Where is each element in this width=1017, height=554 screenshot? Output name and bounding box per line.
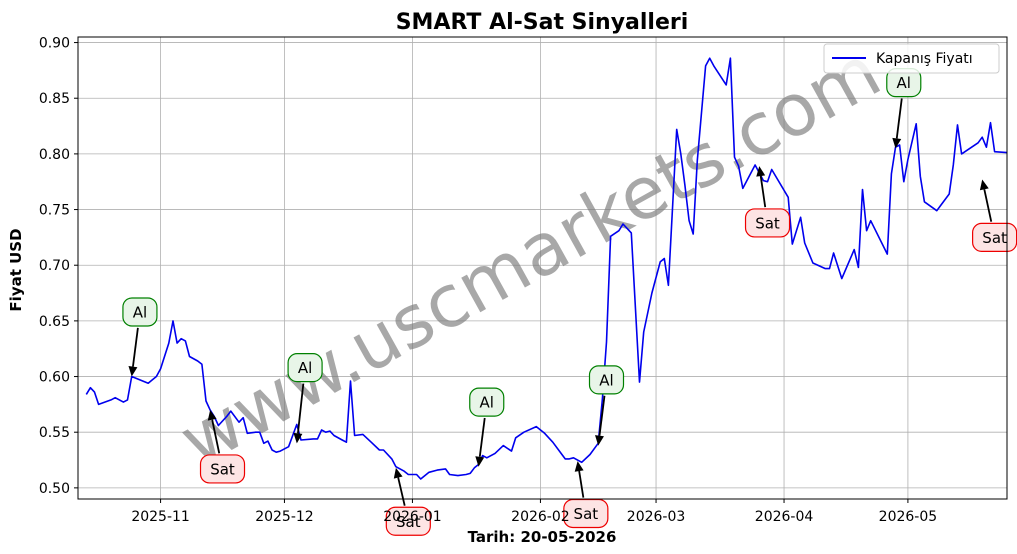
annotation-box xyxy=(469,387,505,417)
annotation-arrowhead xyxy=(892,137,902,149)
annotation-box xyxy=(588,365,625,395)
annotation-arrowhead xyxy=(475,456,485,467)
signal-annotations: Al Sat Al Sat Al Sat Al Sat Al Sat xyxy=(122,68,1017,536)
legend: Kapanış Fiyatı xyxy=(823,43,1000,74)
annotation-arrow xyxy=(211,419,221,454)
annotation-arrowhead xyxy=(128,366,138,377)
x-tick-label: 2026-01 xyxy=(383,509,442,525)
annotation-label: Sat xyxy=(210,460,235,478)
annotation-arrowhead xyxy=(756,166,766,177)
annotation-arrow xyxy=(895,98,903,139)
plot-area xyxy=(85,57,1007,480)
annotation-arrowhead xyxy=(393,467,403,479)
annotation-arrow xyxy=(478,417,486,457)
annotation-arrow xyxy=(578,470,585,498)
y-tick-label: 0.85 xyxy=(39,91,70,107)
series-line-kapanis-fiyati xyxy=(85,57,1007,480)
annotation-arrowhead xyxy=(293,432,303,444)
x-tick-label: 2025-11 xyxy=(131,509,190,525)
annotation-label: Sat xyxy=(574,505,599,523)
annotation-buy: Al xyxy=(886,68,922,149)
annotation-sell: Sat xyxy=(972,179,1017,252)
annotation-label: Al xyxy=(480,394,494,412)
annotation-buy: Al xyxy=(469,387,505,467)
annotation-sell: Sat xyxy=(199,409,246,484)
annotation-label: Al xyxy=(599,371,613,389)
y-tick-label: 0.65 xyxy=(39,314,70,330)
annotation-arrowhead xyxy=(595,435,604,446)
x-tick-label: 2026-02 xyxy=(511,509,570,525)
x-tick-label: 2025-12 xyxy=(255,509,314,525)
x-axis-ticks: 2025-11 2025-12 2026-01 2026-02 2026-03 2026-… xyxy=(131,499,937,525)
annotation-arrowhead xyxy=(207,409,217,421)
annotation-buy: Al xyxy=(122,297,158,377)
annotation-box xyxy=(199,454,246,484)
y-tick-label: 0.75 xyxy=(39,203,70,219)
annotation-arrowhead xyxy=(574,461,584,472)
y-tick-label: 0.50 xyxy=(39,481,70,497)
x-tick-label: 2026-04 xyxy=(755,509,814,525)
y-tick-label: 0.55 xyxy=(39,425,70,441)
annotation-box xyxy=(122,297,158,327)
annotation-buy: Al xyxy=(588,365,625,446)
annotation-label: Al xyxy=(133,303,147,321)
annotation-arrow xyxy=(132,327,139,367)
annotation-sell: Sat xyxy=(563,461,609,529)
annotation-label: Sat xyxy=(755,214,780,232)
y-axis-label: Fiyat USD xyxy=(7,228,25,311)
annotation-label: Sat xyxy=(396,513,421,531)
y-tick-label: 0.80 xyxy=(39,147,70,163)
annotation-label: Al xyxy=(298,359,312,377)
chart-title: SMART Al-Sat Sinyalleri xyxy=(396,10,689,35)
y-tick-label: 0.70 xyxy=(39,258,70,274)
annotation-sell: Sat xyxy=(744,166,791,238)
annotation-arrowhead xyxy=(979,179,989,191)
legend-entry-label: Kapanış Fiyatı xyxy=(876,51,973,67)
y-axis-ticks: 0.50 0.55 0.60 0.65 0.70 0.75 0.80 0.85 0.90 xyxy=(39,36,78,497)
y-tick-label: 0.60 xyxy=(39,370,70,386)
x-tick-label: 2026-05 xyxy=(879,509,938,525)
annotation-label: Al xyxy=(897,74,911,92)
annotation-arrow xyxy=(759,175,767,208)
annotation-box xyxy=(287,353,323,383)
watermark-text: www.uscmarkets.com xyxy=(166,29,894,483)
annotation-sell: Sat xyxy=(385,467,431,536)
grid-lines xyxy=(78,37,1007,499)
x-axis-label: Tarih: 20-05-2026 xyxy=(468,528,617,546)
x-tick-label: 2026-03 xyxy=(627,509,686,525)
watermark: www.uscmarkets.com xyxy=(166,29,894,483)
annotation-arrow xyxy=(598,395,606,436)
axes-frame xyxy=(77,36,1008,500)
annotation-buy: Al xyxy=(287,353,323,444)
annotation-arrow xyxy=(297,383,305,434)
annotation-arrow xyxy=(397,477,406,506)
y-tick-label: 0.90 xyxy=(39,36,70,52)
annotation-box xyxy=(385,506,431,536)
annotation-label: Sat xyxy=(982,229,1007,247)
annotation-arrow xyxy=(983,189,993,222)
legend-box xyxy=(823,43,1000,74)
annotation-box xyxy=(744,208,791,238)
